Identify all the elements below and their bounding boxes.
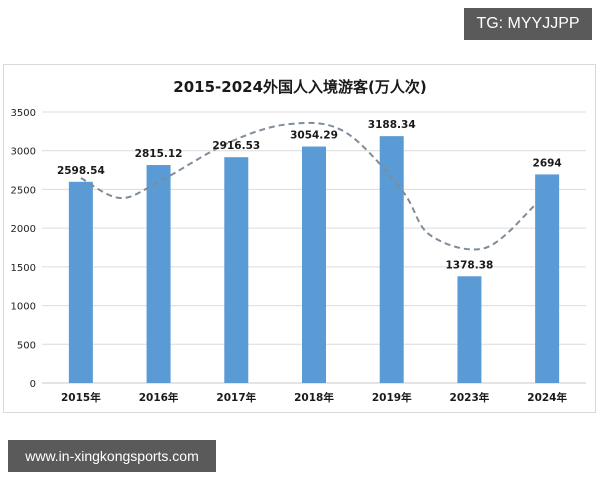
value-label: 3054.29 xyxy=(290,130,338,142)
chart-frame xyxy=(3,64,596,413)
value-label: 2598.54 xyxy=(57,165,105,177)
trendline xyxy=(80,121,536,251)
value-labels: 2598.54 2815.12 2916.53 3054.29 3188.34 1378.… xyxy=(57,119,562,271)
y-tick-label: 1500 xyxy=(11,263,36,274)
telegram-handle-badge: TG: MYYJJPP xyxy=(464,8,592,40)
bar xyxy=(379,136,404,383)
x-tick-label: 2016年 xyxy=(139,391,179,404)
website-url-badge: www.in-xingkongsports.com xyxy=(8,440,216,472)
value-label: 2916.53 xyxy=(212,140,260,152)
x-tick-label: 2023年 xyxy=(450,391,490,404)
y-tick-label: 2500 xyxy=(11,185,36,196)
x-tick-label: 2024年 xyxy=(527,391,567,404)
bar xyxy=(302,146,326,383)
bar xyxy=(146,165,171,383)
x-axis-ticks: 2015年 2016年 2017年 2018年 2019年 2023年 2024年 xyxy=(61,391,568,404)
y-tick-label: 2000 xyxy=(11,224,36,235)
bar xyxy=(68,181,93,383)
y-tick-label: 0 xyxy=(30,379,36,390)
y-tick-label: 3500 xyxy=(11,108,36,119)
y-tick-label: 500 xyxy=(17,340,36,351)
y-axis-ticks: 0 500 1000 1500 2000 2500 3000 3500 xyxy=(11,108,36,390)
chart-title: 2015-2024外国人入境游客(万人次) xyxy=(173,78,426,96)
value-label: 2694 xyxy=(533,157,562,169)
value-label: 2815.12 xyxy=(135,148,183,160)
x-tick-label: 2017年 xyxy=(216,391,256,404)
x-tick-label: 2018年 xyxy=(294,391,334,404)
value-label: 1378.38 xyxy=(446,259,494,271)
bar xyxy=(535,174,560,383)
bar xyxy=(224,157,249,383)
x-tick-label: 2019年 xyxy=(372,391,412,404)
value-label: 3188.34 xyxy=(368,119,416,131)
bar xyxy=(457,276,482,383)
y-tick-label: 1000 xyxy=(11,302,36,313)
y-tick-label: 3000 xyxy=(11,147,36,158)
x-tick-label: 2015年 xyxy=(61,391,101,404)
